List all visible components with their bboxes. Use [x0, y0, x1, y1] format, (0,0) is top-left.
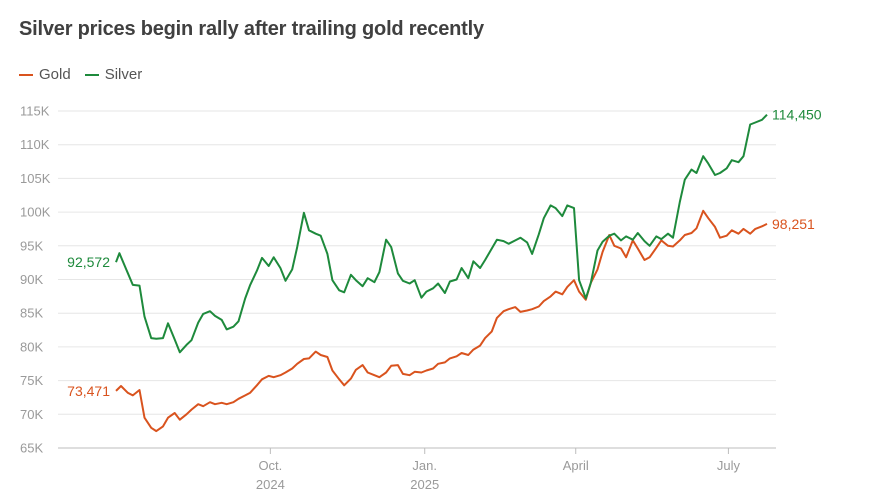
- x-tick-year-2025: 2025: [410, 477, 439, 492]
- y-tick-label-110K: 110K: [20, 137, 50, 152]
- chart-title: Silver prices begin rally after trailing…: [19, 18, 484, 40]
- y-tick-label-100K: 100K: [20, 205, 51, 220]
- y-tick-label-65K: 65K: [20, 441, 43, 456]
- series-line-gold: [115, 209, 768, 433]
- legend-label-gold: Gold: [39, 66, 71, 83]
- y-tick-label-80K: 80K: [20, 339, 43, 354]
- x-tick-label-July: July: [717, 458, 741, 473]
- end-label-silver: 114,450: [772, 107, 822, 123]
- y-tick-label-105K: 105K: [20, 171, 51, 186]
- y-tick-label-95K: 95K: [20, 238, 43, 253]
- y-tick-label-85K: 85K: [20, 306, 43, 321]
- end-label-gold: 98,251: [772, 216, 815, 232]
- legend-item-silver: Silver: [84, 66, 143, 83]
- x-tick-label-Jan.: Jan.: [412, 458, 437, 473]
- start-label-gold: 73,471: [67, 383, 110, 399]
- legend: Gold Silver: [19, 66, 156, 83]
- y-tick-label-90K: 90K: [20, 272, 43, 287]
- x-tick-year-2024: 2024: [256, 477, 285, 492]
- y-tick-label-75K: 75K: [20, 373, 43, 388]
- start-label-silver: 92,572: [67, 254, 110, 270]
- y-tick-label-70K: 70K: [20, 407, 43, 422]
- legend-label-silver: Silver: [104, 66, 143, 83]
- legend-item-gold: Gold: [19, 66, 71, 83]
- x-tick-label-April: April: [563, 458, 589, 473]
- legend-swatch-silver: [84, 73, 99, 76]
- legend-swatch-gold: [19, 73, 33, 76]
- series-line-silver: [115, 113, 768, 354]
- y-tick-label-115K: 115K: [20, 104, 50, 119]
- x-tick-label-Oct.: Oct.: [258, 458, 282, 473]
